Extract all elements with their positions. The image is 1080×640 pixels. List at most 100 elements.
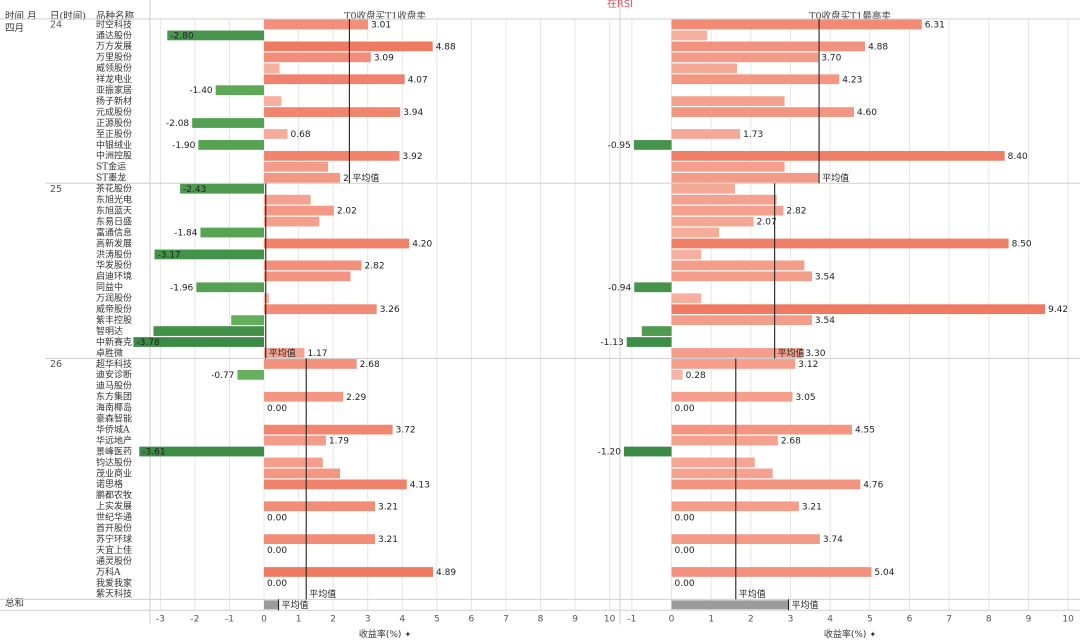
bar-value-label: 4.60 [857,108,877,118]
tick-label: 4 [399,614,405,624]
bar-value-label: -1.90 [172,141,196,151]
bar-value-label: 8.50 [1012,240,1032,250]
tick-label: 7 [503,614,509,624]
average-label: 平均值 [352,172,379,184]
day-label: 26 [50,359,62,370]
bar [231,315,265,325]
stock-name: 扬子新材 [96,95,132,107]
bar [264,194,311,205]
pin-icon: ✦ [869,630,876,639]
bar-value-label: 3.30 [805,349,825,359]
bar-value-label: 4.55 [855,426,875,436]
bar [671,183,735,194]
month-label: 四月 [5,23,24,34]
stock-name: 迪马股份 [96,380,132,392]
tick-label: 5 [434,614,440,624]
bar [264,293,270,304]
bar [264,216,320,227]
bar-value-label: 4.13 [410,480,430,490]
x-axis-label-2: 收益率(%) ✦ [824,628,877,640]
bar [133,337,265,347]
bar [671,457,755,468]
bar-value-label: 2.82 [365,261,385,271]
bar [167,30,265,41]
bar-value-label: -1.96 [170,283,194,293]
bar [264,129,288,139]
bar [153,326,265,336]
bar-value-label: -3.17 [157,250,180,260]
bar-value-label: 1.79 [329,437,349,447]
bar-value-label: 3.94 [403,108,423,118]
bar-value-label: 4.88 [436,42,456,52]
stock-name: 景峰医药 [96,446,132,457]
bar [671,238,1009,249]
bar-value-label: 2 [343,174,349,184]
stock-name: 威帝股份 [96,303,132,315]
bar-value-label: 0.00 [267,546,287,556]
day-label: 25 [50,184,62,195]
stock-name: 至正股份 [96,128,132,140]
bar-value-label: 2.68 [360,360,380,370]
bar-value-label: 0.00 [675,513,695,523]
bar [671,216,754,227]
bar-value-label: 3.21 [802,502,822,512]
bar [671,129,741,139]
tick-label: 3 [365,614,371,624]
stock-name: 时空科技 [96,18,132,30]
tick-label: -1 [627,614,636,624]
bar-value-label: 4.23 [842,75,862,85]
bar [264,348,305,358]
bar [633,140,672,150]
bar [671,271,812,282]
bar-value-label: 3.72 [396,426,416,436]
bar [180,183,265,194]
bar [671,435,778,446]
total-label: 总和 [5,597,24,609]
bar-value-label: 3.09 [374,53,394,63]
bar [671,74,840,85]
bar [264,304,377,315]
tick-label: 9 [1026,614,1032,624]
bar [671,194,777,205]
bar [264,63,280,74]
bar-value-label: 5.04 [874,568,894,578]
bar-value-label: 4.07 [408,75,428,85]
grid-layer [0,0,1080,625]
bar [264,359,357,369]
average-label: 平均值 [778,347,805,359]
stock-name: 中新赛克 [96,336,132,348]
stock-name: 华侨城A [96,423,130,435]
bar [264,260,362,271]
bar [192,118,265,128]
stock-name: 智明达 [96,325,123,337]
bar-value-label: 3.92 [403,152,423,162]
bar-value-label: 4.76 [863,480,883,490]
bar [671,424,852,435]
stock-name: 茶花股份 [96,183,132,195]
stock-name: 元成股份 [96,106,132,118]
stock-name: 亚振家居 [96,84,132,96]
tick-label: 5 [867,614,873,624]
stock-name: 威领股份 [96,62,132,74]
bar-value-label: 3.12 [798,360,818,370]
x-axis-label-1: 收益率(%) ✦ [359,628,412,640]
stock-name: 启迪环境 [96,270,132,282]
bar-value-label: -2.08 [166,119,190,129]
bar-value-label: 2.07 [757,218,777,228]
bar-value-label: -1.84 [174,229,198,239]
tick-label: -2 [190,614,199,624]
bar-value-label: 0.00 [267,579,287,589]
tick-label: -1 [225,614,234,624]
header-month: 时间 月 [5,10,37,22]
bar [671,567,872,577]
bar [154,249,265,260]
stock-name: ST墨龙 [96,172,126,184]
bar-value-label: 4.20 [412,240,432,250]
bar [264,479,407,490]
bar [264,96,282,106]
stock-name: 富通信息 [96,226,132,238]
bar [671,501,799,512]
bar [264,435,326,446]
stock-name: 通达股份 [96,29,132,41]
